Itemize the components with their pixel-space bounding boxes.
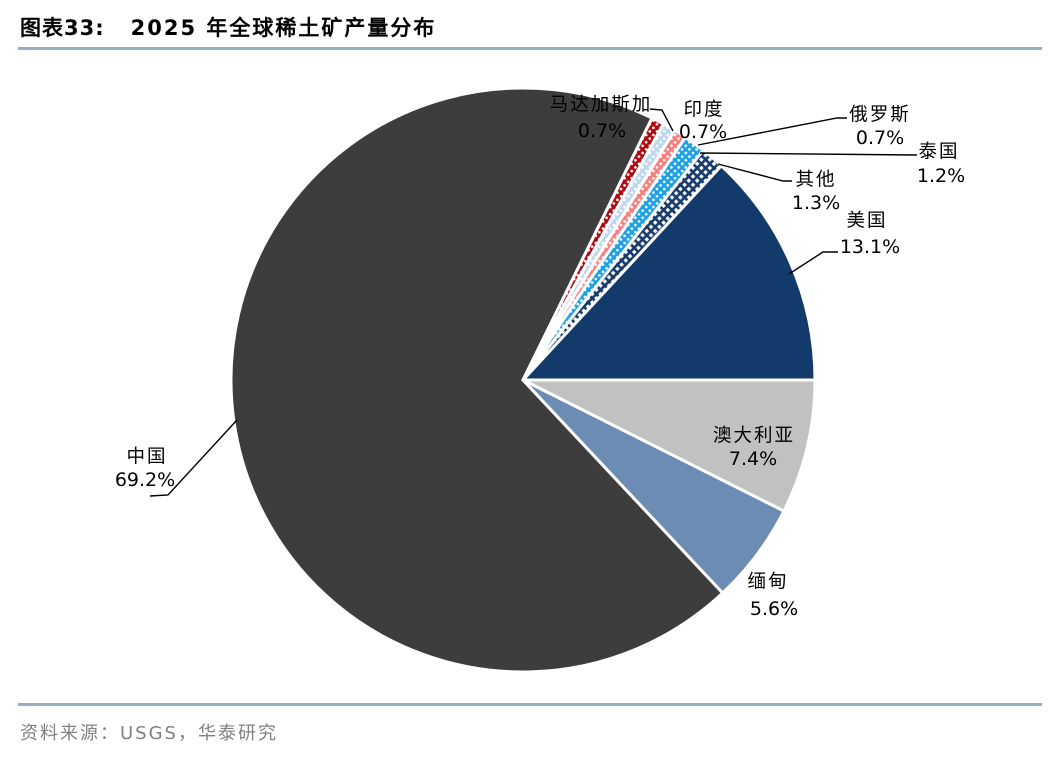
title-divider-line — [18, 47, 1042, 50]
slice-label-russia: 俄罗斯 — [849, 105, 911, 126]
leader-line-russia — [697, 117, 847, 146]
pie-slice-australia — [521, 378, 817, 513]
slice-value-other: 1.3% — [792, 192, 840, 214]
pie-slice-usa — [521, 164, 817, 382]
slice-value-myanmar: 5.6% — [750, 598, 798, 620]
leader-line-other — [717, 163, 792, 182]
slice-label-australia: 澳大利亚 — [713, 426, 795, 447]
leader-line-china — [149, 419, 238, 497]
figure-title: 2025 年全球稀土矿产量分布 — [130, 16, 437, 40]
slice-label-myanmar: 缅甸 — [747, 572, 788, 593]
slice-label-usa: 美国 — [846, 211, 887, 232]
slice-value-madagascar: 0.7% — [578, 120, 626, 142]
slice-value-thailand: 1.2% — [917, 165, 965, 187]
source-note: 资料来源：USGS，华泰研究 — [20, 723, 278, 744]
slice-value-usa: 13.1% — [840, 236, 900, 258]
figure-number-label: 图表33: — [20, 16, 105, 40]
footer-divider-line — [18, 703, 1042, 706]
leader-line-thailand — [699, 152, 918, 156]
pie-slice-myanmar — [521, 378, 786, 595]
slice-label-india: 印度 — [683, 100, 724, 121]
slice-label-other: 其他 — [795, 170, 836, 191]
slice-value-australia: 7.4% — [729, 448, 777, 470]
slice-label-china: 中国 — [126, 447, 167, 468]
slice-label-thailand: 泰国 — [918, 142, 959, 163]
figure-header: 图表33: 2025 年全球稀土矿产量分布 — [20, 12, 1038, 42]
slice-value-india: 0.7% — [679, 121, 727, 143]
leader-line-madagascar — [649, 108, 674, 132]
slice-label-madagascar: 马达加斯加 — [550, 95, 653, 116]
slice-value-russia: 0.7% — [856, 127, 904, 149]
leader-line-usa — [788, 251, 838, 275]
slice-value-china: 69.2% — [115, 469, 175, 491]
